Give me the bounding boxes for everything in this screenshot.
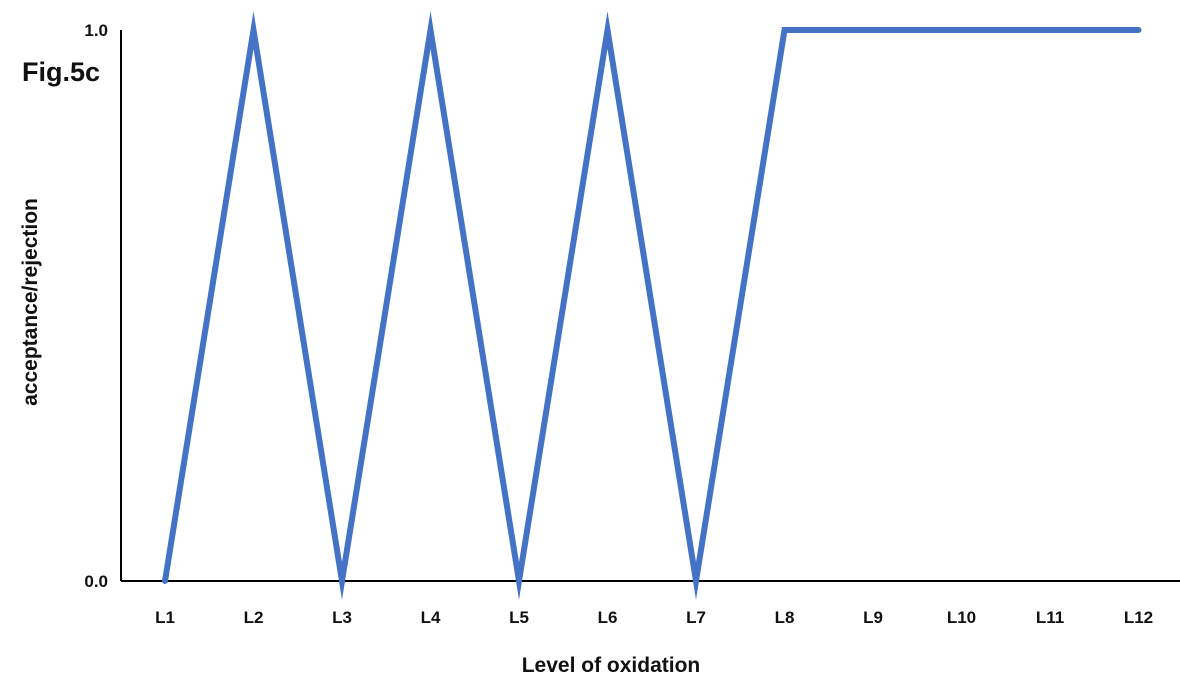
y-tick-label-0-0: 0.0 xyxy=(84,572,108,591)
x-tick-label-l4: L4 xyxy=(421,608,441,627)
x-axis-title: Level of oxidation xyxy=(522,654,701,677)
x-tick-label-l11: L11 xyxy=(1036,608,1064,627)
series-line-0 xyxy=(162,11,1142,600)
x-tick-label-l6: L6 xyxy=(598,608,618,627)
y-tick-label-1-0: 1.0 xyxy=(84,21,108,40)
series xyxy=(162,11,1142,600)
x-tick-label-l1: L1 xyxy=(155,608,175,627)
x-tick-label-l12: L12 xyxy=(1124,608,1153,627)
x-tick-label-l2: L2 xyxy=(244,608,264,627)
y-tick-labels: 0.0 1.0 xyxy=(84,21,108,591)
y-axis-title: acceptance/rejection xyxy=(19,198,42,406)
x-tick-label-l5: L5 xyxy=(509,608,529,627)
axes xyxy=(120,30,1180,582)
x-tick-labels: L1 L2 L3 L4 L5 L6 L7 L8 L9 L10 L11 L12 xyxy=(155,608,1153,627)
figure-label: Fig.5c xyxy=(22,57,100,87)
x-tick-label-l3: L3 xyxy=(332,608,352,627)
x-tick-label-l7: L7 xyxy=(686,608,706,627)
x-tick-label-l8: L8 xyxy=(775,608,795,627)
x-tick-label-l10: L10 xyxy=(947,608,976,627)
x-tick-label-l9: L9 xyxy=(863,608,883,627)
